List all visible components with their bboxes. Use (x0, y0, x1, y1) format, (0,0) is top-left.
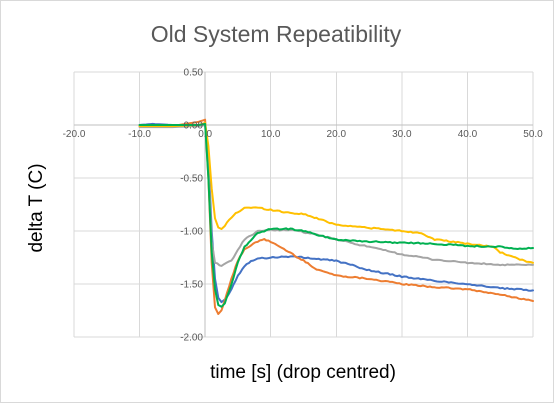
x-tick-label: 40.0 (458, 129, 478, 140)
x-tick-label: 20.0 (327, 129, 347, 140)
chart-title: Old System Repeatibility (151, 21, 402, 47)
y-tick-label: -1.50 (180, 280, 203, 291)
axes (74, 72, 533, 337)
y-axis-title: delta T (C) (26, 163, 47, 252)
y-tick-label: -0.50 (180, 174, 203, 185)
x-tick-label: 30.0 (392, 129, 412, 140)
y-tick-label: -2.00 (180, 333, 203, 344)
x-tick-label: 10.0 (261, 129, 281, 140)
series-line-5 (138, 122, 534, 308)
x-tick-label: 50.0 (523, 129, 543, 140)
y-axis-tick-labels: 0.50 0.00 -0.50 -1.00 -1.50 -2.00 (180, 68, 203, 344)
series-line-2 (138, 118, 534, 315)
x-axis-tick-labels: -20.0 -10.0 0.0 10.0 20.0 30.0 40.0 50.0 (63, 129, 544, 140)
x-tick-label: -10.0 (128, 129, 151, 140)
x-tick-label: 0.0 (198, 129, 212, 140)
y-tick-label: -1.00 (180, 227, 203, 238)
x-tick-label: -20.0 (63, 129, 86, 140)
gridlines (73, 71, 534, 338)
x-axis-title: time [s] (drop centred) (210, 362, 396, 383)
data-series (138, 118, 534, 315)
y-tick-label: 0.50 (184, 68, 204, 79)
y-tick-label: 0.00 (184, 121, 204, 132)
